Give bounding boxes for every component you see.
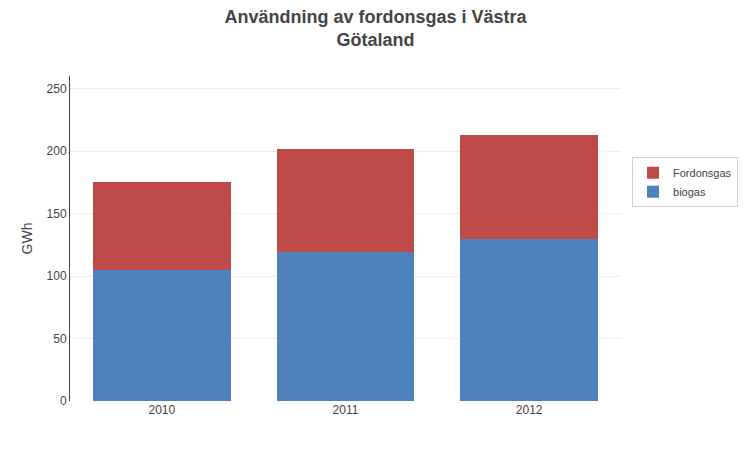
svg-text:250: 250 — [47, 82, 67, 96]
svg-text:GWh: GWh — [19, 223, 35, 255]
svg-text:2010: 2010 — [148, 403, 175, 417]
svg-text:biogas: biogas — [673, 186, 706, 198]
svg-text:50: 50 — [53, 332, 67, 346]
svg-text:0: 0 — [60, 394, 67, 408]
svg-text:150: 150 — [47, 207, 67, 221]
svg-text:Användning av fordonsgas i Väs: Användning av fordonsgas i VästraGötalan… — [224, 7, 527, 50]
svg-text:200: 200 — [47, 144, 67, 158]
svg-text:Fordonsgas: Fordonsgas — [673, 167, 732, 179]
svg-text:2011: 2011 — [333, 403, 359, 417]
svg-text:2012: 2012 — [516, 403, 543, 417]
svg-text:100: 100 — [47, 269, 67, 283]
